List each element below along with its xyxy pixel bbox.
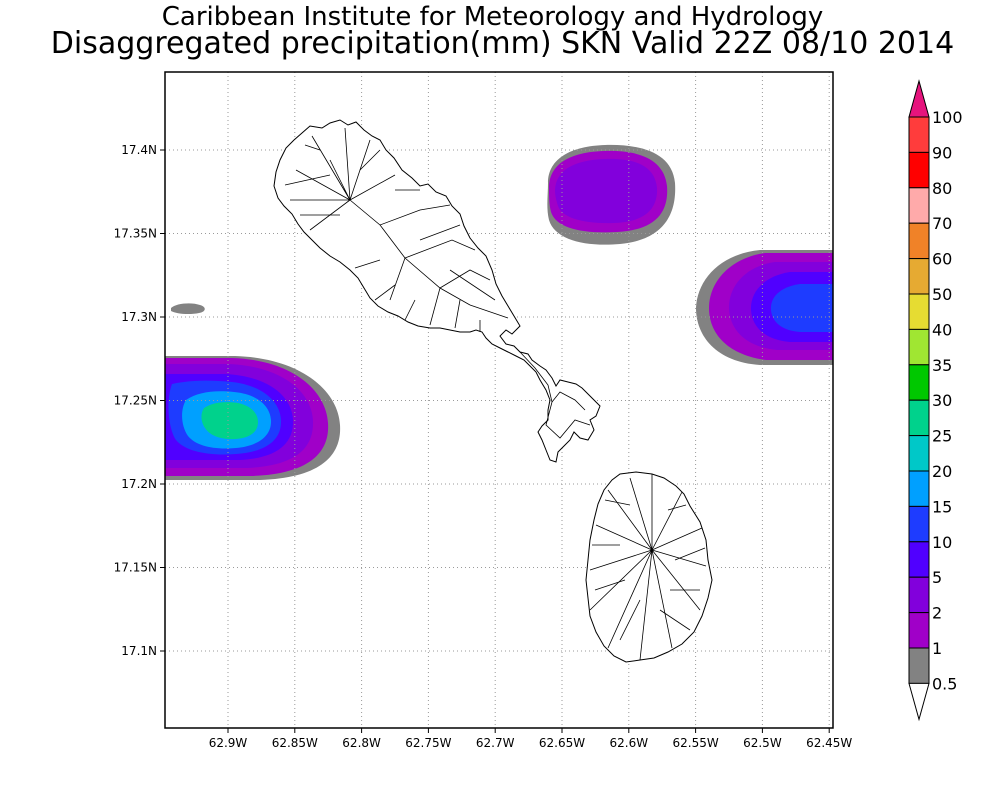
lat-tick-label: 17.4N xyxy=(121,143,157,157)
lon-tick-label: 62.6W xyxy=(610,736,649,750)
precip-contour-half-mm xyxy=(171,303,205,315)
colorbar-segment xyxy=(908,293,930,330)
colorbar-bottom-arrow xyxy=(908,682,930,722)
lat-tick-label: 17.15N xyxy=(114,561,157,575)
colorbar-label: 30 xyxy=(932,391,952,410)
colorbar-segment xyxy=(908,470,930,507)
colorbar-label: 2 xyxy=(932,604,942,623)
lon-tick-label: 62.8W xyxy=(342,736,381,750)
colorbar-segment xyxy=(908,116,930,153)
colorbar-label: 40 xyxy=(932,320,952,339)
colorbar-label: 25 xyxy=(932,427,952,446)
precip-contour-15mm xyxy=(770,284,833,332)
colorbar-label: 10 xyxy=(932,533,952,552)
colorbar-label: 5 xyxy=(932,568,942,587)
colorbar-label: 50 xyxy=(932,285,952,304)
island-nevis xyxy=(585,471,713,663)
institute-title: Caribbean Institute for Meteorology and … xyxy=(161,2,824,32)
colorbar-segment xyxy=(908,541,930,578)
lon-tick-label: 62.55W xyxy=(672,736,718,750)
lat-tick-label: 17.3N xyxy=(121,310,157,324)
colorbar-top-arrow xyxy=(908,79,930,118)
colorbar-segment xyxy=(908,151,930,189)
colorbar-label: 60 xyxy=(932,250,952,269)
precipitation-layer xyxy=(165,144,833,480)
precip-cell-north xyxy=(547,144,676,245)
lon-tick-label: 62.9W xyxy=(209,736,248,750)
lon-tick-label: 62.85W xyxy=(272,736,318,750)
colorbar-label: 80 xyxy=(932,179,952,198)
latitude-axis: 17.4N 17.35N 17.3N 17.25N 17.2N 17.15N 17.1N xyxy=(114,143,165,658)
colorbar-segment xyxy=(908,258,930,295)
lat-tick-label: 17.35N xyxy=(114,227,157,241)
lat-tick-label: 17.25N xyxy=(114,394,157,408)
lon-tick-label: 62.65W xyxy=(539,736,585,750)
nevis-drainage xyxy=(589,474,707,661)
precip-cell-west xyxy=(165,356,341,480)
precip-cell-small xyxy=(171,303,205,315)
lon-tick-label: 62.7W xyxy=(476,736,515,750)
colorbar-segment xyxy=(908,435,930,472)
longitude-axis: 62.9W 62.85W 62.8W 62.75W 62.7W 62.65W 62.6W 62… xyxy=(209,728,852,750)
nevis-coastline xyxy=(585,471,713,663)
colorbar-segment xyxy=(908,187,930,224)
colorbar-segment xyxy=(908,364,930,401)
precip-contour-5mm xyxy=(555,158,658,224)
colorbar-label: 90 xyxy=(932,143,952,162)
colorbar-segment xyxy=(908,399,930,437)
lon-tick-label: 62.75W xyxy=(405,736,451,750)
precip-contour-25mm xyxy=(201,402,258,440)
colorbar-label: 1 xyxy=(932,639,942,658)
colorbar-segment xyxy=(908,328,930,366)
colorbar-label: 20 xyxy=(932,462,952,481)
lon-tick-label: 62.45W xyxy=(806,736,852,750)
colorbar-segment xyxy=(908,647,930,684)
colorbar-label: 35 xyxy=(932,356,952,375)
island-st-kitts xyxy=(273,119,601,463)
colorbar-label: 100 xyxy=(932,108,963,127)
colorbar-segment xyxy=(908,222,930,260)
lat-tick-label: 17.1N xyxy=(121,644,157,658)
precip-cell-east xyxy=(696,250,833,365)
grid-lines xyxy=(165,72,833,728)
product-title: Disaggregated precipitation(mm) SKN Vali… xyxy=(50,26,955,61)
colorbar-segment xyxy=(908,612,930,649)
colorbar: 100 90 80 70 60 50 40 35 30 25 20 15 10 5 2 1 0.5 xyxy=(908,79,963,722)
colorbar-segment xyxy=(908,505,930,543)
colorbar-label: 15 xyxy=(932,497,952,516)
colorbar-segment xyxy=(908,576,930,614)
lon-tick-label: 62.5W xyxy=(743,736,782,750)
st-kitts-drainage xyxy=(284,127,591,439)
st-kitts-coastline xyxy=(273,119,601,463)
colorbar-label: 0.5 xyxy=(932,674,957,693)
colorbar-label: 70 xyxy=(932,214,952,233)
lat-tick-label: 17.2N xyxy=(121,477,157,491)
